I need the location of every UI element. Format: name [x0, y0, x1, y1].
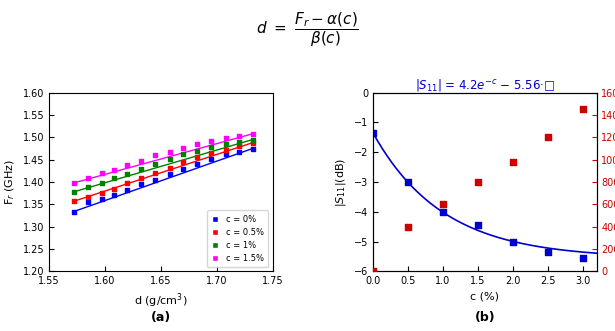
Point: [234, 144, 244, 149]
Point: [368, 269, 378, 274]
Point: [136, 175, 146, 180]
Point: [234, 133, 244, 139]
Point: [109, 186, 119, 191]
Point: [206, 138, 216, 144]
Point: [368, 130, 378, 136]
Point: [151, 162, 161, 167]
Point: [69, 180, 79, 186]
Point: [165, 149, 175, 154]
Point: [206, 156, 216, 162]
Point: [122, 187, 132, 192]
Point: [438, 209, 448, 214]
Point: [403, 224, 413, 229]
Point: [151, 177, 161, 182]
Point: [192, 148, 202, 154]
Point: [234, 139, 244, 144]
Point: [178, 159, 188, 165]
Point: [543, 135, 553, 140]
Point: [248, 140, 258, 145]
Point: [165, 165, 175, 170]
Point: [109, 192, 119, 198]
Point: [221, 147, 231, 153]
Point: [122, 163, 132, 168]
Point: [151, 153, 161, 158]
Point: [543, 250, 553, 255]
Title: |$S_{11}$| = 4.2$e^{-c}$ − 5.56·□: |$S_{11}$| = 4.2$e^{-c}$ − 5.56·□: [415, 77, 555, 93]
Point: [178, 152, 188, 157]
Point: [473, 179, 483, 185]
Point: [206, 151, 216, 156]
Point: [165, 156, 175, 162]
Legend: c = 0%, c = 0.5%, c = 1%, c = 1.5%: c = 0%, c = 0.5%, c = 1%, c = 1.5%: [207, 211, 268, 267]
Point: [97, 196, 106, 202]
Point: [192, 141, 202, 147]
Point: [69, 189, 79, 195]
Point: [84, 194, 93, 200]
Point: [84, 184, 93, 189]
Point: [84, 176, 93, 181]
Point: [508, 159, 518, 165]
Point: [192, 162, 202, 167]
Point: [122, 180, 132, 186]
Point: [221, 152, 231, 157]
Point: [109, 176, 119, 181]
Point: [165, 171, 175, 177]
Text: (b): (b): [475, 311, 495, 324]
Point: [84, 200, 93, 205]
Point: [508, 239, 518, 244]
Point: [136, 166, 146, 171]
Point: [192, 155, 202, 160]
Point: [151, 170, 161, 176]
Y-axis label: |$S_{11}$|(dB): |$S_{11}$|(dB): [335, 158, 348, 207]
Point: [69, 209, 79, 214]
Point: [248, 146, 258, 151]
Point: [97, 191, 106, 196]
Point: [221, 141, 231, 147]
Point: [122, 171, 132, 177]
Point: [97, 180, 106, 186]
Point: [97, 170, 106, 176]
X-axis label: d (g/cm$^3$): d (g/cm$^3$): [134, 292, 188, 310]
Point: [403, 179, 413, 185]
Point: [577, 256, 587, 261]
Point: [248, 137, 258, 142]
Text: $d \ = \ \dfrac{F_r - \alpha(c)}{\beta(c)}$: $d \ = \ \dfrac{F_r - \alpha(c)}{\beta(c…: [256, 10, 359, 49]
Point: [136, 158, 146, 163]
X-axis label: c (%): c (%): [470, 292, 499, 302]
Y-axis label: F$_r$ (GHz): F$_r$ (GHz): [4, 159, 17, 205]
Point: [178, 166, 188, 171]
Point: [577, 107, 587, 112]
Point: [473, 223, 483, 228]
Point: [136, 182, 146, 187]
Point: [109, 167, 119, 172]
Point: [248, 131, 258, 136]
Point: [438, 202, 448, 207]
Text: (a): (a): [151, 311, 171, 324]
Point: [234, 149, 244, 154]
Point: [221, 136, 231, 141]
Point: [206, 145, 216, 150]
Point: [178, 145, 188, 151]
Point: [69, 199, 79, 204]
